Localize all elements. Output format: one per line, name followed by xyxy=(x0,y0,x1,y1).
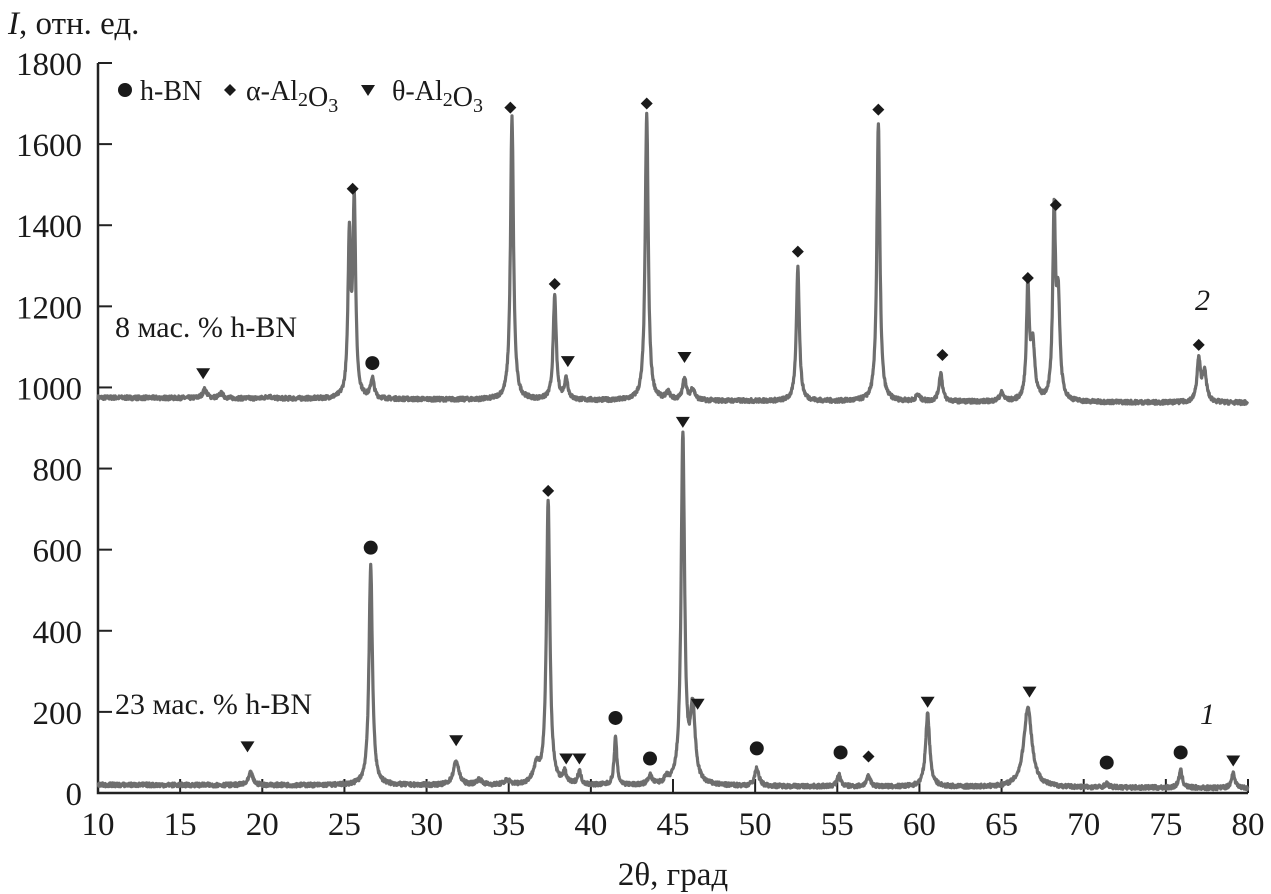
hbn-marker xyxy=(1173,745,1188,760)
x-tick-label: 30 xyxy=(410,807,443,843)
y-tick-label: 1800 xyxy=(16,47,82,83)
y-tick-label: 600 xyxy=(33,534,83,570)
axis-lines xyxy=(96,63,1248,795)
theta-al2o3-marker xyxy=(560,356,575,368)
y-tick-label: 1200 xyxy=(16,290,82,326)
x-tick-label: 75 xyxy=(1149,807,1182,843)
x-tick-label: 60 xyxy=(903,807,936,843)
alpha-al2o3-marker xyxy=(346,182,359,195)
theta-al2o3-marker xyxy=(572,753,587,765)
curve-number-2: 2 xyxy=(1195,284,1210,317)
legend-entry-label: θ-Al2O3 xyxy=(392,76,483,117)
y-tick-label: 1000 xyxy=(16,371,82,407)
x-tick-label: 25 xyxy=(328,807,361,843)
phase-markers xyxy=(196,97,1241,770)
x-tick-label: 45 xyxy=(657,807,690,843)
alpha-al2o3-marker xyxy=(504,101,517,114)
hbn-marker xyxy=(1099,755,1114,770)
theta-al2o3-marker xyxy=(677,352,692,364)
hbn-marker xyxy=(363,540,378,555)
alpha-al2o3-marker xyxy=(640,97,653,110)
x-tick-label: 20 xyxy=(246,807,279,843)
y-tick-label: 800 xyxy=(33,453,83,489)
alpha-al2o3-marker xyxy=(936,349,949,361)
y-tick-label: 1400 xyxy=(16,209,82,245)
legend-entry-label: α-Al2O3 xyxy=(246,76,338,117)
theta-al2o3-marker xyxy=(196,368,211,380)
x-tick-label: 40 xyxy=(574,807,607,843)
theta-al2o3-marker xyxy=(559,753,574,765)
hbn-marker xyxy=(608,710,623,725)
legend-diamond-icon xyxy=(224,84,236,96)
legend: h-BN α-Al2O3 θ-Al2O3 xyxy=(118,76,483,117)
alpha-al2o3-marker xyxy=(548,278,561,291)
curve-number-1: 1 xyxy=(1200,698,1215,731)
theta-al2o3-marker xyxy=(920,696,935,708)
x-tick-label: 65 xyxy=(985,807,1018,843)
y-tick-label: 200 xyxy=(33,696,83,732)
alpha-al2o3-marker xyxy=(1049,198,1062,211)
y-tick-label: 1600 xyxy=(16,128,82,164)
hbn-marker xyxy=(833,745,848,760)
series-2-line xyxy=(96,111,1249,407)
alpha-al2o3-marker xyxy=(542,484,555,497)
y-tick-label: 400 xyxy=(33,615,83,651)
x-tick-label: 10 xyxy=(82,807,115,843)
series-2-label: 8 мас. % h-BN xyxy=(115,311,297,344)
theta-al2o3-marker xyxy=(1022,686,1037,698)
x-tick-label: 35 xyxy=(492,807,525,843)
alpha-al2o3-marker xyxy=(872,103,885,116)
x-tick-label: 80 xyxy=(1232,807,1265,843)
x-tick-label: 55 xyxy=(821,807,854,843)
theta-al2o3-marker xyxy=(690,698,705,710)
legend-entry-label: h-BN xyxy=(140,76,202,107)
y-tick-label: 0 xyxy=(66,777,83,813)
curves xyxy=(96,111,1250,792)
hbn-marker xyxy=(365,356,380,371)
alpha-al2o3-marker xyxy=(791,245,804,258)
x-tick-label: 70 xyxy=(1067,807,1100,843)
series-1-line xyxy=(96,430,1250,792)
hbn-marker xyxy=(643,751,657,766)
legend-circle-icon xyxy=(118,83,132,97)
axes: 10 15 20 25 30 35 40 45 50 55 60 65 70 75 800200400600… xyxy=(16,47,1265,843)
theta-al2o3-marker xyxy=(675,416,690,428)
x-tick-label: 15 xyxy=(164,807,197,843)
alpha-al2o3-marker xyxy=(1021,271,1034,284)
hbn-marker xyxy=(749,741,764,756)
series-1-label: 23 мас. % h-BN xyxy=(115,688,312,721)
legend-triangle-down-icon xyxy=(361,85,375,96)
theta-al2o3-marker xyxy=(240,741,255,753)
theta-al2o3-marker xyxy=(1226,755,1241,767)
y-axis-label: I, отн. ед. xyxy=(7,6,139,42)
theta-al2o3-marker xyxy=(449,735,464,747)
x-tick-label: 50 xyxy=(739,807,772,843)
alpha-al2o3-marker xyxy=(862,750,875,763)
x-axis-label: 2θ, град xyxy=(618,857,728,893)
alpha-al2o3-marker xyxy=(1192,338,1205,351)
